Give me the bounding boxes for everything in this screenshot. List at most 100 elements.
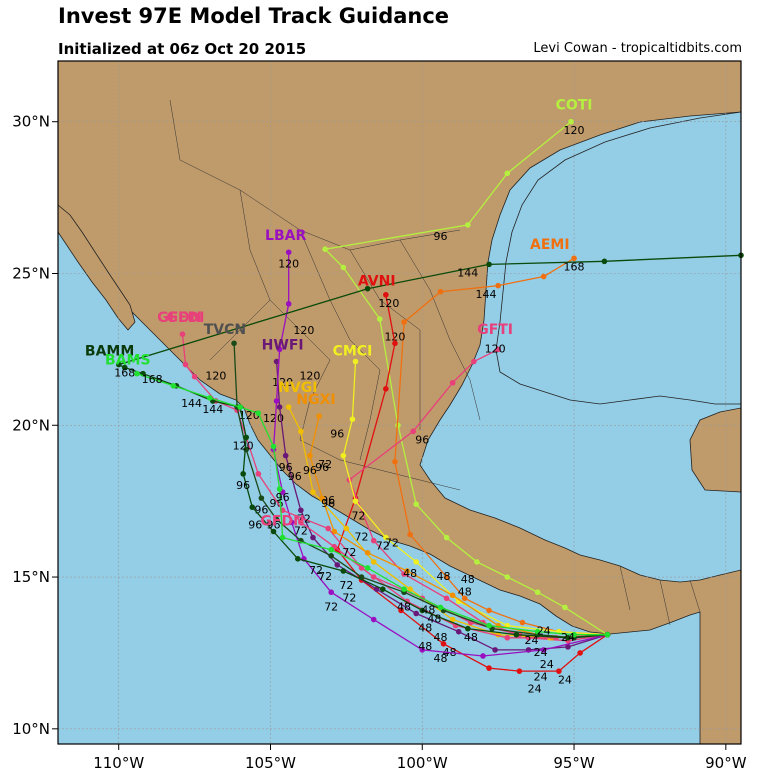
- track-point: [307, 452, 313, 459]
- track-point: [383, 291, 389, 298]
- track-point: [540, 647, 547, 653]
- track-point: [273, 516, 280, 523]
- track-hwfi: 96 120: [272, 358, 611, 653]
- forecast-hour-label: 96: [276, 491, 290, 504]
- land-layer: [58, 61, 741, 744]
- forecast-hour-label: 120: [205, 370, 226, 383]
- track-point: [170, 383, 177, 389]
- track-point: [319, 495, 325, 501]
- forecast-hour-label: 48: [433, 631, 447, 644]
- track-bams: 96 144 168: [134, 370, 611, 638]
- forecast-hour-label: 48: [461, 573, 475, 586]
- forecast-hour-label: 72: [352, 509, 366, 522]
- track-point: [279, 534, 286, 541]
- track-point: [115, 361, 122, 368]
- track-point: [383, 386, 389, 392]
- forecast-hour-label: 96: [315, 461, 329, 474]
- y-tick-label: 10°N: [12, 720, 50, 738]
- model-name-label: AEMI: [530, 237, 570, 253]
- track-point: [331, 528, 338, 535]
- forecast-hour-label: 96: [288, 470, 302, 483]
- model-name-label: GFDN: [260, 513, 304, 529]
- track-point: [568, 118, 574, 125]
- forecast-hour-label: 96: [433, 230, 447, 243]
- gridlines: [58, 61, 741, 744]
- forecast-hour-label: 72: [309, 564, 323, 577]
- track-line: [116, 254, 742, 639]
- forecast-hour-label: 72: [339, 579, 353, 592]
- forecast-hour-label: 120: [263, 412, 284, 425]
- track-point: [407, 531, 413, 538]
- track-line: [288, 406, 608, 639]
- track-point: [343, 525, 350, 532]
- forecast-hour-label: 48: [458, 585, 472, 598]
- forecast-hour-label: 120: [384, 330, 405, 343]
- axis-ticks: 110°W 105°W 100°W 95°W 90°W 10°N 15°N 20°N 25°N 3…: [12, 113, 747, 768]
- forecast-hour-label: 144: [476, 288, 497, 301]
- track-line: [309, 416, 608, 639]
- track-point: [504, 574, 511, 580]
- track-point: [504, 170, 511, 177]
- track-point: [328, 546, 335, 553]
- model-name-label: TVCN: [204, 322, 246, 338]
- track-point: [449, 592, 456, 599]
- forecast-hour-label: 24: [534, 646, 548, 659]
- forecast-hour-label: 144: [181, 397, 202, 410]
- track-point: [340, 568, 347, 574]
- track-point: [352, 498, 359, 504]
- track-point: [504, 634, 511, 641]
- track-point: [237, 404, 243, 410]
- forecast-hour-label: 72: [342, 591, 356, 604]
- track-point: [577, 650, 583, 656]
- track-point: [486, 261, 492, 268]
- track-line: [342, 361, 608, 636]
- track-line: [136, 373, 608, 636]
- track-point: [556, 668, 562, 674]
- track-point: [486, 665, 492, 671]
- init-time-subtitle: Initialized at 06z Oct 20 2015: [58, 40, 307, 58]
- track-point: [437, 604, 444, 611]
- model-name-label: NGXI: [296, 392, 335, 408]
- forecast-hour-label: 168: [114, 367, 135, 380]
- track-point: [370, 616, 377, 623]
- land-yucatan: [689, 407, 741, 493]
- track-point: [243, 434, 250, 441]
- track-point: [465, 222, 471, 228]
- forecast-hour-label: 24: [528, 682, 542, 695]
- track-point: [495, 282, 501, 289]
- track-point: [513, 631, 520, 638]
- track-point: [285, 404, 292, 410]
- forecast-hour-label: 120: [485, 342, 506, 355]
- track-point: [392, 340, 398, 347]
- track-point: [492, 647, 498, 653]
- track-point: [392, 458, 398, 465]
- x-tick-label: 100°W: [397, 754, 448, 768]
- track-point: [373, 586, 380, 592]
- forecast-hour-label: 24: [537, 625, 551, 638]
- track-point: [413, 559, 419, 565]
- track-point: [383, 534, 389, 541]
- model-name-label: GFDI: [167, 310, 205, 326]
- track-point: [179, 331, 186, 338]
- track-point: [295, 556, 301, 562]
- track-point: [370, 574, 377, 580]
- track-point: [401, 319, 407, 325]
- forecast-hour-label: 96: [330, 427, 344, 440]
- track-point: [413, 501, 419, 507]
- track-point: [298, 519, 304, 526]
- track-point: [349, 416, 356, 422]
- forecast-hour-labels: 24 24242424242448484848484848484848487272…: [248, 324, 575, 695]
- track-point: [571, 631, 577, 638]
- track-point: [334, 562, 341, 568]
- y-tick-label: 25°N: [12, 264, 50, 282]
- track-point: [465, 625, 471, 632]
- forecast-hour-label: 96: [267, 518, 281, 531]
- track-point: [282, 452, 289, 459]
- track-point: [565, 634, 571, 641]
- track-point: [410, 428, 416, 435]
- track-point: [534, 628, 541, 635]
- track-point: [340, 264, 347, 271]
- track-point: [419, 647, 426, 653]
- track-point: [352, 358, 359, 365]
